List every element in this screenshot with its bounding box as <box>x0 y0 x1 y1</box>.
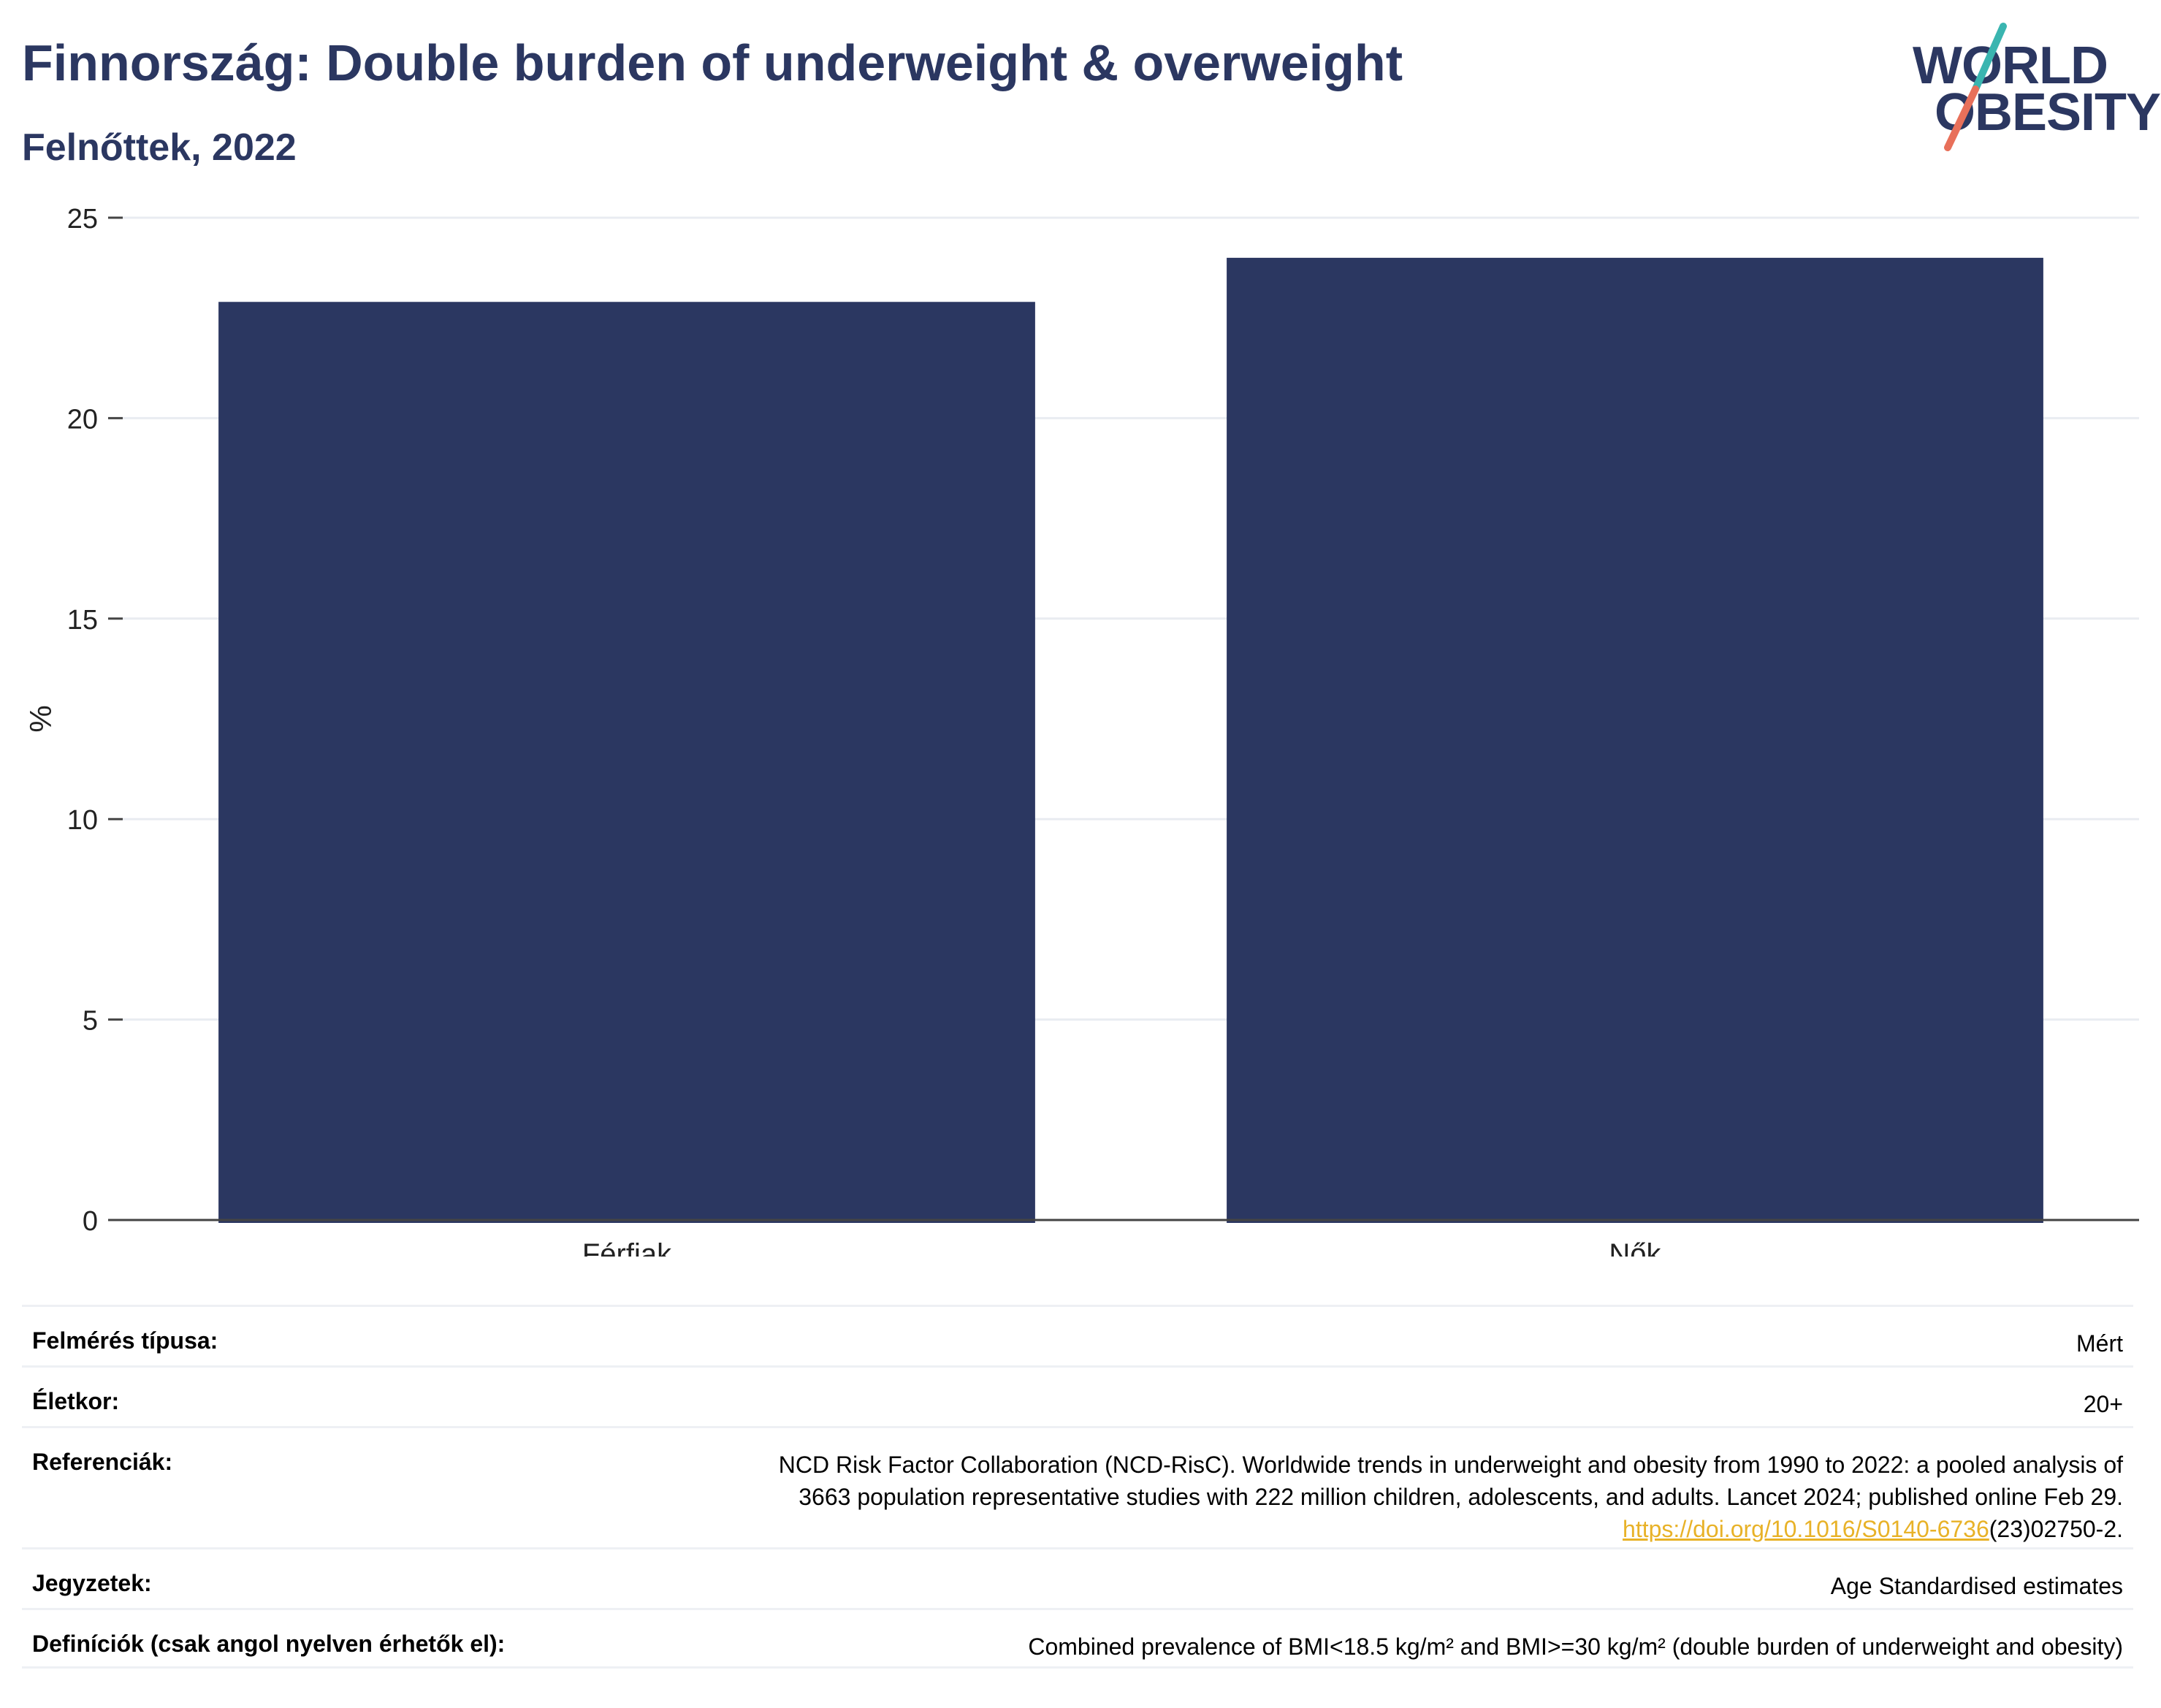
chart-subtitle: Felnőttek, 2022 <box>22 126 297 169</box>
logo-slash-icon <box>1944 23 2007 151</box>
chart-title: Finnország: Double burden of underweight… <box>22 34 1403 91</box>
y-tick-label: 20 <box>67 404 98 435</box>
world-obesity-logo: WORLD OBESITY <box>1907 22 2161 153</box>
reference-text-line-2: 3663 population representative studies w… <box>799 1484 2123 1510</box>
meta-label-references: Referenciák: <box>32 1449 173 1475</box>
meta-row-definitions: Definíciók (csak angol nyelven érhetők e… <box>22 1608 2133 1669</box>
reference-doi-link[interactable]: https://doi.org/10.1016/S0140-6736 <box>1623 1516 1989 1542</box>
meta-row-notes: Jegyzetek: Age Standardised estimates <box>22 1547 2133 1608</box>
meta-row-age: Életkor: 20+ <box>22 1365 2133 1426</box>
meta-label-notes: Jegyzetek: <box>32 1570 152 1596</box>
bar-chart: 0 5 10 15 20 25 Férfiak Nők % <box>23 204 2139 1257</box>
y-tick-label: 0 <box>83 1206 98 1237</box>
meta-value-survey-type: Mért <box>2076 1330 2123 1357</box>
y-tick-label: 5 <box>83 1006 98 1037</box>
meta-value-definitions: Combined prevalence of BMI<18.5 kg/m² an… <box>1028 1633 2123 1660</box>
meta-value-notes: Age Standardised estimates <box>1830 1573 2123 1599</box>
logo-text-world: WORLD <box>1913 37 2108 95</box>
y-tick-label: 25 <box>67 204 98 235</box>
y-tick-label: 10 <box>67 805 98 836</box>
y-axis-label: % <box>23 705 58 732</box>
bar-2[interactable] <box>1227 257 2043 1223</box>
metadata-table: Felmérés típusa: Mért Életkor: 20+ Refer… <box>22 1305 2133 1669</box>
reference-text-line-1: NCD Risk Factor Collaboration (NCD-RisC)… <box>778 1452 2123 1478</box>
meta-label-definitions: Definíciók (csak angol nyelven érhetők e… <box>32 1631 506 1657</box>
meta-value-age: 20+ <box>2083 1391 2123 1417</box>
meta-label-age: Életkor: <box>32 1388 120 1414</box>
meta-row-survey-type: Felmérés típusa: Mért <box>22 1305 2133 1365</box>
x-tick-labels: Férfiak Nők <box>582 1238 1662 1257</box>
reference-doi-suffix: (23)02750-2. <box>1989 1516 2123 1542</box>
x-tick-label: Férfiak <box>582 1238 672 1257</box>
y-tick-labels: 0 5 10 15 20 25 <box>67 204 123 1237</box>
meta-label-survey-type: Felmérés típusa: <box>32 1327 218 1354</box>
y-tick-label: 15 <box>67 605 98 636</box>
meta-row-references: Referenciák: NCD Risk Factor Collaborati… <box>22 1426 2133 1547</box>
meta-value-references: NCD Risk Factor Collaboration (NCD-RisC)… <box>779 1428 2123 1545</box>
x-tick-label: Nők <box>1609 1238 1661 1257</box>
bars <box>218 257 2043 1223</box>
bar-1[interactable] <box>218 302 1035 1223</box>
